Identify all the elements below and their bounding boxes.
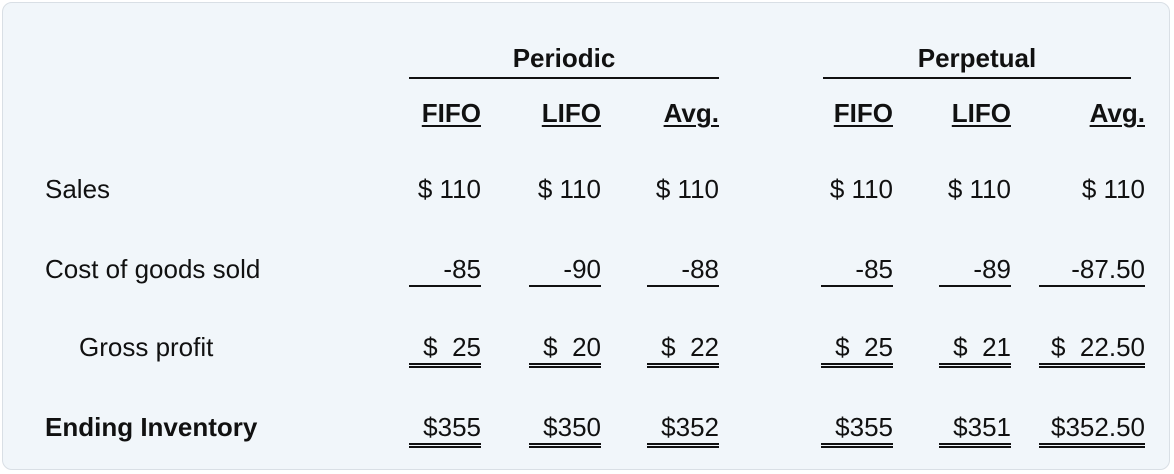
- ending-inventory-periodic-fifo: $355: [409, 412, 481, 448]
- sales-periodic-fifo: $ 110: [417, 174, 481, 204]
- ending-inventory-perpetual-avg: $352.50: [1039, 412, 1145, 448]
- cogs-perpetual-lifo: -89: [939, 254, 1011, 287]
- row-label-gross-profit: Gross profit: [79, 332, 214, 362]
- col-head-perpetual-fifo: FIFO: [833, 98, 893, 128]
- cogs-periodic-avg: -88: [647, 254, 719, 287]
- sales-perpetual-avg: $ 110: [1081, 174, 1145, 204]
- group-title-perpetual: Perpetual: [823, 43, 1131, 79]
- col-head-perpetual-avg: Avg.: [1089, 98, 1145, 128]
- col-head-perpetual-lifo: LIFO: [951, 98, 1011, 128]
- gross-profit-perpetual-lifo: $ 21: [939, 332, 1011, 368]
- row-label-cogs: Cost of goods sold: [45, 254, 261, 284]
- gross-profit-perpetual-avg: $ 22.50: [1039, 332, 1145, 368]
- cogs-perpetual-avg: -87.50: [1039, 254, 1145, 287]
- row-label-ending-inventory: Ending Inventory: [45, 412, 258, 442]
- gross-profit-periodic-avg: $ 22: [647, 332, 719, 368]
- gross-profit-periodic-fifo: $ 25: [409, 332, 481, 368]
- col-head-periodic-fifo: FIFO: [421, 98, 481, 128]
- gross-profit-periodic-lifo: $ 20: [529, 332, 601, 368]
- ending-inventory-perpetual-lifo: $351: [939, 412, 1011, 448]
- sales-periodic-avg: $ 110: [655, 174, 719, 204]
- row-label-sales: Sales: [45, 174, 111, 204]
- col-head-periodic-avg: Avg.: [663, 98, 719, 128]
- ending-inventory-periodic-lifo: $350: [529, 412, 601, 448]
- gross-profit-perpetual-fifo: $ 25: [821, 332, 893, 368]
- col-head-periodic-lifo: LIFO: [541, 98, 601, 128]
- ending-inventory-perpetual-fifo: $355: [821, 412, 893, 448]
- sales-periodic-lifo: $ 110: [537, 174, 601, 204]
- ending-inventory-periodic-avg: $352: [647, 412, 719, 448]
- group-title-periodic: Periodic: [409, 43, 719, 79]
- cogs-periodic-fifo: -85: [409, 254, 481, 287]
- cogs-periodic-lifo: -90: [529, 254, 601, 287]
- sales-perpetual-lifo: $ 110: [947, 174, 1011, 204]
- cogs-perpetual-fifo: -85: [821, 254, 893, 287]
- sales-perpetual-fifo: $ 110: [829, 174, 893, 204]
